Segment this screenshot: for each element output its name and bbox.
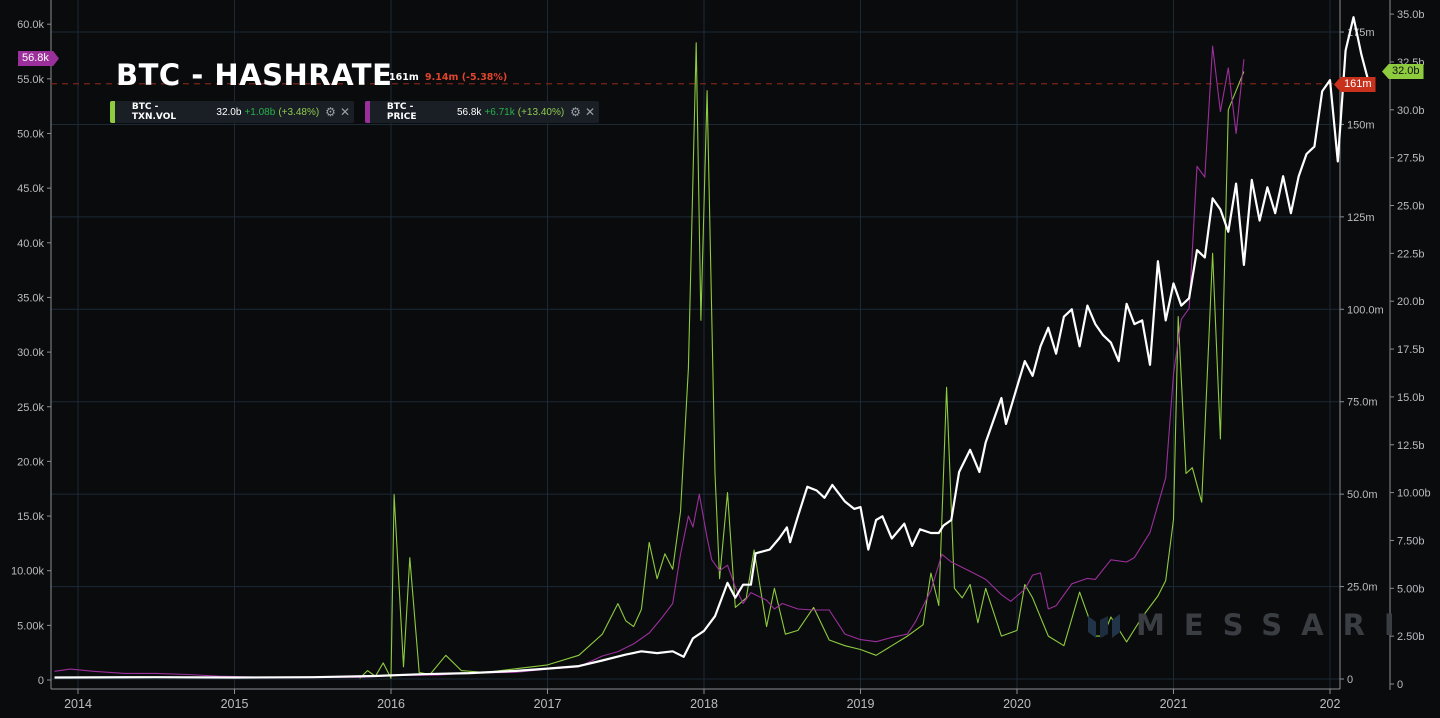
close-icon[interactable]: ✕ [584,105,595,119]
gear-icon[interactable]: ⚙ [325,105,336,119]
btc-hashrateline [54,16,1371,679]
svg-text:20.0k: 20.0k [17,456,44,468]
svg-text:150m: 150m [1347,119,1375,131]
svg-text:125m: 125m [1347,212,1375,224]
txn-vol-axis-flag: 32.0b [1382,64,1424,79]
svg-text:40.0k: 40.0k [17,238,44,250]
chart-title: BTC - HASHRATE [116,58,393,92]
legend-percent: (+13.40%) [517,106,565,118]
svg-text:2015: 2015 [221,697,249,711]
svg-text:30.0b: 30.0b [1397,105,1425,117]
svg-text:10.00k: 10.00k [11,566,45,578]
messari-watermark: MESSARI [1088,608,1414,642]
svg-text:17.5b: 17.5b [1397,344,1425,356]
svg-text:2016: 2016 [377,697,405,711]
legend-value: 32.0b [216,106,242,118]
price-axis-flag: 56.8k [18,51,59,66]
legend-delta: +6.71k [484,106,515,118]
svg-text:55.0k: 55.0k [17,74,44,86]
svg-text:5.00b: 5.00b [1397,583,1425,595]
svg-text:45.0k: 45.0k [17,183,44,195]
svg-text:12.5b: 12.5b [1397,440,1425,452]
svg-text:25.0b: 25.0b [1397,201,1425,213]
hashrate-change: 9.14m (-5.38%) [425,72,508,83]
legend-value: 56.8k [456,106,482,118]
svg-text:22.5b: 22.5b [1397,248,1425,260]
hashrate-axis-flag: 161m [1334,77,1376,92]
svg-text:60.0k: 60.0k [17,19,44,31]
svg-text:15.0k: 15.0k [17,511,44,523]
svg-text:0: 0 [1347,674,1353,686]
svg-text:0: 0 [38,675,44,687]
svg-text:175m: 175m [1347,27,1375,39]
btc-txn-volline [359,42,1245,679]
legend-tag-price[interactable]: BTC - PRICE 56.8k +6.71k (+13.40%) ⚙ ✕ [365,101,599,123]
svg-text:2018: 2018 [690,697,718,711]
svg-text:2019: 2019 [847,697,875,711]
messari-wordmark: MESSARI [1136,608,1414,642]
txn-vol-color-swatch [110,101,115,123]
svg-text:2020: 2020 [1003,697,1031,711]
svg-text:100.0m: 100.0m [1347,304,1384,316]
legend-percent: (+3.48%) [278,106,320,118]
svg-text:2017: 2017 [534,697,562,711]
axes: 0 5.00k 10.00k 15.0k 20.0k 25.0k 30.0k 35.0k 40.… [11,0,1431,711]
svg-text:35.0b: 35.0b [1397,9,1425,21]
messari-logo-icon [1088,614,1120,638]
svg-text:0: 0 [1397,679,1403,691]
svg-text:20.0b: 20.0b [1397,296,1425,308]
legend-name: BTC - PRICE [386,102,417,122]
svg-text:7.50b: 7.50b [1397,535,1425,547]
svg-text:35.0k: 35.0k [17,292,44,304]
svg-text:25.0m: 25.0m [1347,582,1378,594]
svg-text:75.0m: 75.0m [1347,397,1378,409]
btc-priceline [54,45,1245,678]
svg-text:10.00b: 10.00b [1397,488,1431,500]
hashrate-current-value: 161m [389,72,419,83]
close-icon[interactable]: ✕ [339,105,350,119]
svg-text:202: 202 [1320,697,1341,711]
svg-text:2014: 2014 [64,697,92,711]
svg-text:5.00k: 5.00k [17,620,44,632]
svg-text:2.50b: 2.50b [1397,631,1425,643]
title-stats: 161m 9.14m (-5.38%) [389,72,507,83]
svg-text:15.0b: 15.0b [1397,392,1425,404]
price-color-swatch [365,101,370,123]
svg-text:25.0k: 25.0k [17,402,44,414]
legend-delta: +1.08b [244,106,276,118]
gear-icon[interactable]: ⚙ [570,105,581,119]
svg-text:50.0k: 50.0k [17,129,44,141]
svg-text:30.0k: 30.0k [17,347,44,359]
legend-tag-txn-vol[interactable]: BTC - TXN.VOL 32.0b +1.08b (+3.48%) ⚙ ✕ [110,101,354,123]
legend-name: BTC - TXN.VOL [131,102,177,122]
svg-text:50.0m: 50.0m [1347,489,1378,501]
svg-text:27.5b: 27.5b [1397,153,1425,165]
svg-text:2021: 2021 [1160,697,1188,711]
